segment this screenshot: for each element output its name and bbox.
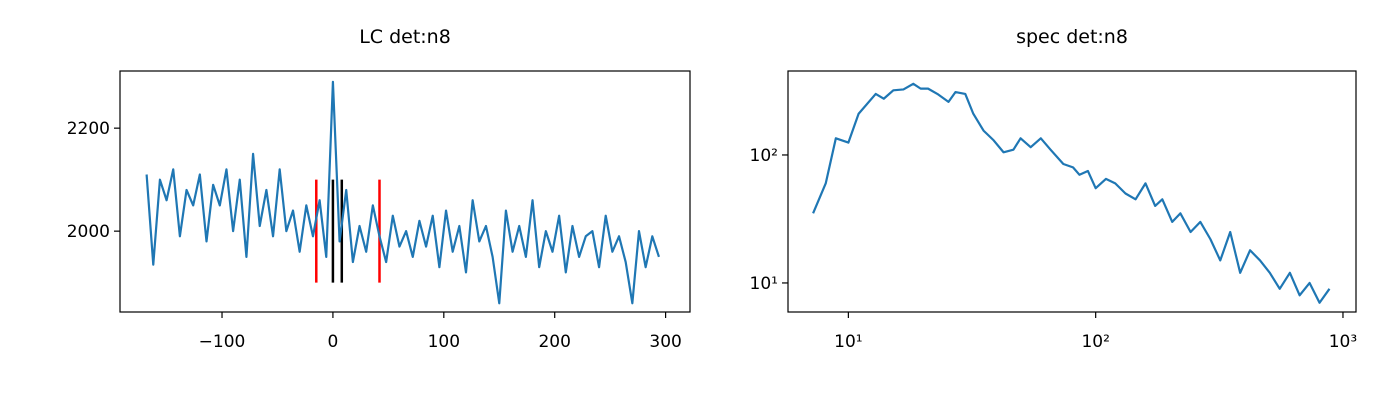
x-tick-label: 10³ [1329, 332, 1357, 352]
axes-frame [119, 70, 691, 313]
x-tick-label: 0 [328, 332, 339, 352]
x-tick-label: −100 [199, 332, 246, 352]
x-tick-label: 10¹ [834, 332, 862, 352]
y-tick-label: 10² [750, 146, 778, 166]
data-line [812, 82, 1331, 304]
x-tick-label: 300 [649, 332, 681, 352]
chart-title: spec det:n8 [1016, 26, 1128, 48]
x-tick-label: 200 [538, 332, 570, 352]
x-tick-label: 100 [428, 332, 460, 352]
axes-frame [787, 70, 1357, 313]
y-tick-label: 2200 [67, 119, 110, 139]
data-line [145, 80, 660, 305]
chart-title: LC det:n8 [359, 26, 451, 48]
x-tick-label: 10² [1081, 332, 1109, 352]
y-tick-label: 2000 [67, 222, 110, 242]
y-tick-label: 10¹ [750, 274, 778, 294]
